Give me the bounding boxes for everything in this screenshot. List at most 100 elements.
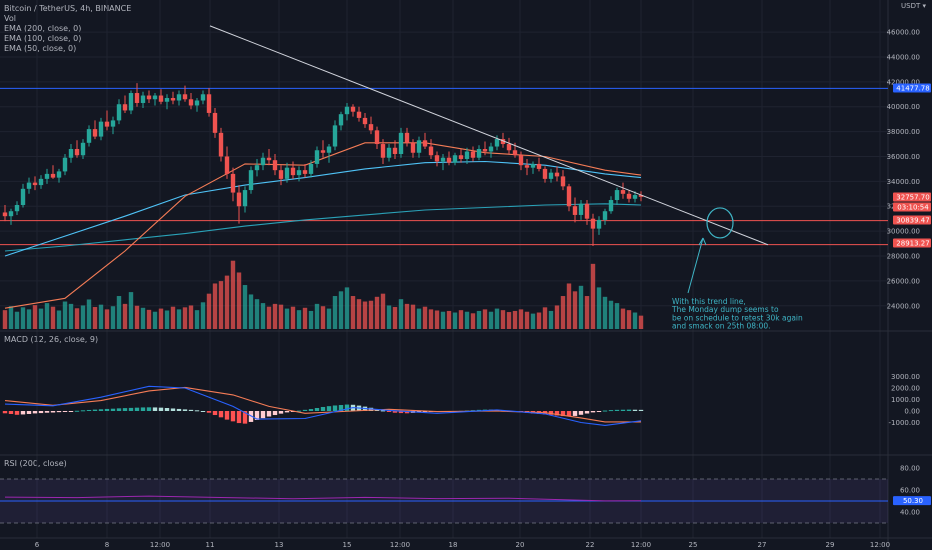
macd-title[interactable]: MACD (12, 26, close, 9) bbox=[4, 335, 99, 344]
volume-bar bbox=[428, 309, 434, 329]
candle-body bbox=[20, 188, 26, 205]
volume-bar bbox=[578, 285, 584, 329]
macd-histogram-bar bbox=[74, 410, 80, 412]
candle-body bbox=[56, 171, 62, 178]
macd-histogram-bar bbox=[638, 409, 644, 411]
currency-label: USDT bbox=[901, 2, 921, 10]
macd-histogram-bar bbox=[116, 408, 122, 411]
candle-body bbox=[44, 173, 50, 179]
volume-bar bbox=[212, 283, 218, 329]
rsi-value-box bbox=[893, 496, 931, 506]
candle-body bbox=[506, 144, 512, 151]
ema-200-line bbox=[4, 203, 642, 252]
macd-histogram-bar bbox=[590, 411, 596, 413]
volume-bar bbox=[338, 291, 344, 329]
candle-body bbox=[410, 142, 416, 153]
macd-histogram-bar bbox=[134, 407, 140, 411]
candle-body bbox=[392, 147, 398, 154]
candle-body bbox=[284, 167, 290, 179]
volume-bar bbox=[632, 312, 638, 329]
macd-histogram-bar bbox=[26, 411, 32, 414]
candle-body bbox=[590, 218, 596, 229]
price-tag-label: 28913.27 bbox=[896, 240, 929, 248]
candle-body bbox=[446, 157, 452, 163]
volume-bar bbox=[74, 308, 80, 329]
candle-body bbox=[182, 94, 188, 100]
macd-histogram-bar bbox=[566, 411, 572, 417]
candle-body bbox=[482, 149, 488, 152]
candle-body bbox=[314, 150, 320, 164]
candle-body bbox=[356, 111, 362, 118]
macd-histogram-bar bbox=[140, 407, 146, 411]
macd-histogram-bar bbox=[122, 408, 128, 411]
volume-bar bbox=[266, 306, 272, 329]
volume-bar bbox=[332, 296, 338, 329]
price-tag-label: 41477.78 bbox=[896, 85, 929, 93]
volume-bar bbox=[536, 312, 542, 329]
volume-bar bbox=[14, 311, 20, 329]
candle-body bbox=[404, 132, 410, 143]
macd-histogram-bar bbox=[602, 410, 608, 412]
macd-histogram-bar bbox=[308, 409, 314, 411]
legend-ema-200[interactable]: EMA (200, close, 0) bbox=[4, 24, 82, 33]
price-tick-label: 36000.00 bbox=[887, 153, 920, 161]
volume-bar bbox=[548, 310, 554, 329]
legend-ema-100[interactable]: EMA (100, close, 0) bbox=[4, 34, 82, 43]
currency-selector[interactable]: USDT ▾ bbox=[901, 2, 926, 10]
pair-title[interactable]: Bitcoin / TetherUS, 4h, BINANCE bbox=[4, 4, 132, 13]
macd-histogram-bar bbox=[68, 411, 74, 412]
legend-vol[interactable]: Vol bbox=[4, 14, 16, 23]
price-tag-label: 30839.47 bbox=[896, 217, 929, 225]
price-tick-label: 40000.00 bbox=[887, 103, 920, 111]
rsi-value-label: 50.30 bbox=[903, 497, 923, 505]
macd-histogram-bar bbox=[146, 407, 152, 411]
volume-bar bbox=[614, 303, 620, 329]
volume-bar bbox=[506, 312, 512, 329]
time-tick-label: 8 bbox=[105, 541, 109, 549]
time-tick-label: 20 bbox=[516, 541, 525, 549]
price-tag-box bbox=[893, 238, 931, 248]
volume-bar bbox=[458, 310, 464, 329]
volume-bar bbox=[470, 313, 476, 329]
macd-histogram-bar bbox=[110, 408, 116, 411]
macd-histogram-bar bbox=[80, 410, 86, 412]
macd-histogram-bar bbox=[596, 411, 602, 412]
volume-bar bbox=[224, 275, 230, 329]
macd-line bbox=[4, 385, 642, 426]
candle-body bbox=[608, 200, 614, 212]
macd-histogram-bar bbox=[572, 411, 578, 416]
macd-histogram-bar bbox=[212, 411, 218, 416]
volume-bar bbox=[206, 293, 212, 329]
macd-histogram-bar bbox=[50, 411, 56, 413]
volume-bar bbox=[374, 296, 380, 329]
macd-histogram-bar bbox=[314, 408, 320, 411]
rsi-line bbox=[4, 495, 642, 502]
candle-body bbox=[344, 106, 350, 115]
volume-bar bbox=[584, 296, 590, 329]
macd-histogram-bar bbox=[278, 411, 284, 414]
macd-histogram-bar bbox=[200, 411, 206, 412]
rsi-title[interactable]: RSI (200, close) bbox=[4, 459, 67, 468]
volume-bar bbox=[26, 309, 32, 329]
price-tick-label: 28000.00 bbox=[887, 253, 920, 261]
volume-bar bbox=[476, 310, 482, 329]
candle-body bbox=[206, 94, 212, 113]
candle-body bbox=[524, 165, 530, 168]
legend-ema-50[interactable]: EMA (50, close, 0) bbox=[4, 44, 77, 53]
macd-histogram-bar bbox=[32, 411, 38, 414]
macd-histogram-bar bbox=[614, 409, 620, 411]
time-tick-label: 11 bbox=[206, 541, 215, 549]
candle-body bbox=[368, 124, 374, 131]
macd-histogram-bar bbox=[344, 404, 350, 411]
volume-bar bbox=[86, 299, 92, 329]
volume-bar bbox=[398, 299, 404, 329]
candle-body bbox=[140, 95, 146, 103]
time-tick-label: 12:00 bbox=[150, 541, 170, 549]
candle-body bbox=[146, 95, 152, 100]
candle-body bbox=[536, 163, 542, 169]
macd-histogram-bar bbox=[104, 408, 110, 411]
macd-tick-label: 1000.00 bbox=[891, 396, 920, 404]
volume-bar bbox=[50, 306, 56, 329]
volume-bar bbox=[20, 307, 26, 329]
